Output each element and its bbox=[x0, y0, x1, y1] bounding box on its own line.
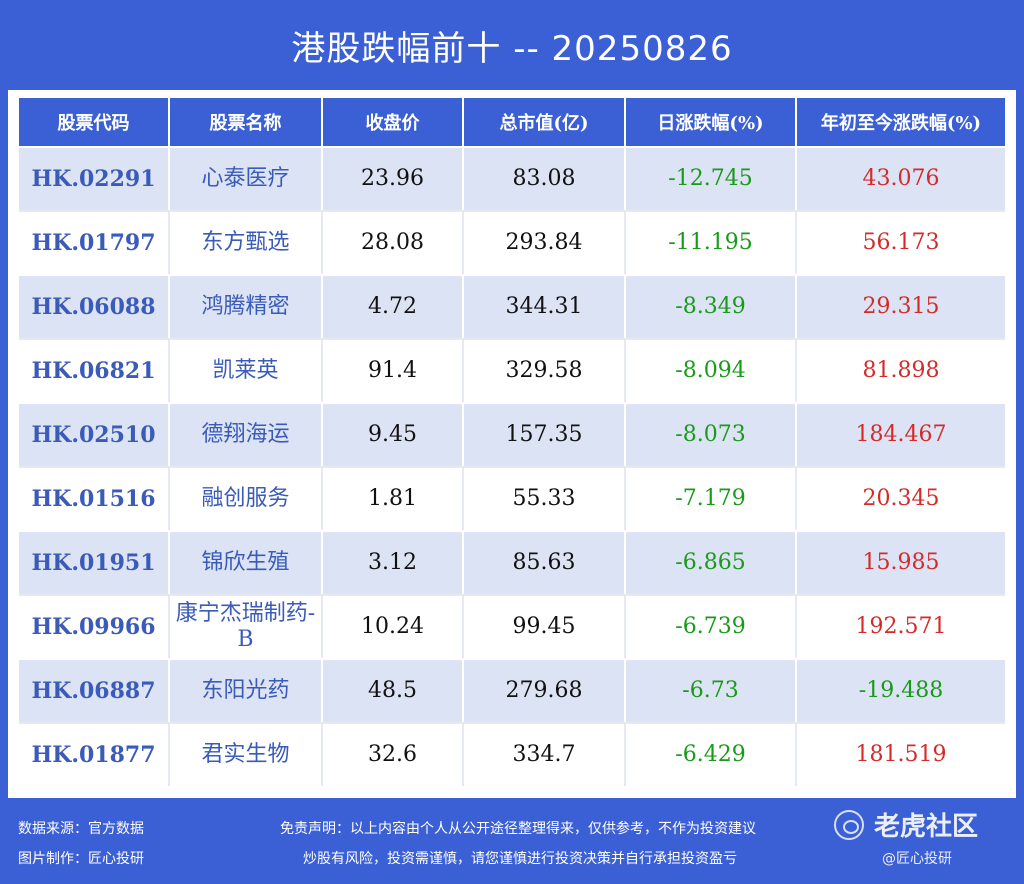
cell-day-change: -6.865 bbox=[626, 530, 797, 594]
footer-risk-warning: 炒股有风险，投资需谨慎，请您谨慎进行投资决策并自行承担投资盈亏 bbox=[303, 851, 737, 867]
cell-name: 融创服务 bbox=[170, 466, 323, 530]
watermark-sub: @匠心投研 bbox=[882, 851, 952, 867]
table-row: HK.02291 心泰医疗 23.96 83.08 -12.745 43.076 bbox=[19, 146, 1005, 210]
cell-day-change: -6.73 bbox=[626, 658, 797, 722]
header-ytd-change: 年初至今涨跌幅(%) bbox=[797, 98, 1005, 146]
cell-code: HK.01797 bbox=[19, 210, 170, 274]
cell-close: 32.6 bbox=[323, 722, 464, 786]
table-panel: 股票代码 股票名称 收盘价 总市值(亿) 日涨跌幅(%) 年初至今涨跌幅(%) … bbox=[8, 90, 1016, 798]
cell-name: 鸿腾精密 bbox=[170, 274, 323, 338]
footer: 数据来源：官方数据 图片制作：匠心投研 免责声明：以上内容由个人从公开途径整理得… bbox=[0, 806, 1024, 884]
cell-ytd-change: 181.519 bbox=[797, 722, 1005, 786]
cell-code: HK.06821 bbox=[19, 338, 170, 402]
table-row: HK.02510 德翔海运 9.45 157.35 -8.073 184.467 bbox=[19, 402, 1005, 466]
cell-close: 23.96 bbox=[323, 146, 464, 210]
cell-name: 东阳光药 bbox=[170, 658, 323, 722]
cell-ytd-change: 43.076 bbox=[797, 146, 1005, 210]
cell-day-change: -6.739 bbox=[626, 594, 797, 658]
cell-market-cap: 85.63 bbox=[464, 530, 626, 594]
cell-name: 君实生物 bbox=[170, 722, 323, 786]
table-row: HK.01951 锦欣生殖 3.12 85.63 -6.865 15.985 bbox=[19, 530, 1005, 594]
stock-table: 股票代码 股票名称 收盘价 总市值(亿) 日涨跌幅(%) 年初至今涨跌幅(%) … bbox=[19, 98, 1005, 786]
cell-code: HK.01516 bbox=[19, 466, 170, 530]
cell-day-change: -12.745 bbox=[626, 146, 797, 210]
cell-close: 48.5 bbox=[323, 658, 464, 722]
cell-close: 10.24 bbox=[323, 594, 464, 658]
cell-name: 心泰医疗 bbox=[170, 146, 323, 210]
cell-ytd-change: 20.345 bbox=[797, 466, 1005, 530]
cell-market-cap: 334.7 bbox=[464, 722, 626, 786]
cell-market-cap: 157.35 bbox=[464, 402, 626, 466]
cell-code: HK.02510 bbox=[19, 402, 170, 466]
cell-code: HK.06088 bbox=[19, 274, 170, 338]
cell-day-change: -8.073 bbox=[626, 402, 797, 466]
watermark-brand: 老虎社区 bbox=[874, 812, 979, 842]
cell-code: HK.01877 bbox=[19, 722, 170, 786]
cell-ytd-change: 81.898 bbox=[797, 338, 1005, 402]
cell-ytd-change: -19.488 bbox=[797, 658, 1005, 722]
cell-market-cap: 83.08 bbox=[464, 146, 626, 210]
table-row: HK.06088 鸿腾精密 4.72 344.31 -8.349 29.315 bbox=[19, 274, 1005, 338]
cell-market-cap: 55.33 bbox=[464, 466, 626, 530]
table-row: HK.06887 东阳光药 48.5 279.68 -6.73 -19.488 bbox=[19, 658, 1005, 722]
footer-disclaimer: 免责声明：以上内容由个人从公开途径整理得来，仅供参考，不作为投资建议 bbox=[280, 821, 756, 837]
footer-maker: 图片制作：匠心投研 bbox=[18, 851, 144, 867]
cell-market-cap: 293.84 bbox=[464, 210, 626, 274]
cell-close: 3.12 bbox=[323, 530, 464, 594]
cell-market-cap: 279.68 bbox=[464, 658, 626, 722]
tiger-logo-icon bbox=[834, 810, 864, 840]
cell-name: 凯莱英 bbox=[170, 338, 323, 402]
cell-day-change: -11.195 bbox=[626, 210, 797, 274]
table-row: HK.06821 凯莱英 91.4 329.58 -8.094 81.898 bbox=[19, 338, 1005, 402]
cell-ytd-change: 184.467 bbox=[797, 402, 1005, 466]
cell-code: HK.06887 bbox=[19, 658, 170, 722]
cell-code: HK.09966 bbox=[19, 594, 170, 658]
header-code: 股票代码 bbox=[19, 98, 170, 146]
cell-ytd-change: 56.173 bbox=[797, 210, 1005, 274]
cell-close: 1.81 bbox=[323, 466, 464, 530]
cell-name: 东方甄选 bbox=[170, 210, 323, 274]
table-header-row: 股票代码 股票名称 收盘价 总市值(亿) 日涨跌幅(%) 年初至今涨跌幅(%) bbox=[19, 98, 1005, 146]
table-row: HK.01877 君实生物 32.6 334.7 -6.429 181.519 bbox=[19, 722, 1005, 786]
cell-market-cap: 344.31 bbox=[464, 274, 626, 338]
cell-market-cap: 99.45 bbox=[464, 594, 626, 658]
cell-day-change: -8.094 bbox=[626, 338, 797, 402]
header-close: 收盘价 bbox=[323, 98, 464, 146]
watermark: 老虎社区 @匠心投研 bbox=[834, 806, 1004, 884]
table-row: HK.01516 融创服务 1.81 55.33 -7.179 20.345 bbox=[19, 466, 1005, 530]
cell-day-change: -6.429 bbox=[626, 722, 797, 786]
cell-code: HK.01951 bbox=[19, 530, 170, 594]
table-row: HK.09966 康宁杰瑞制药-B 10.24 99.45 -6.739 192.571 bbox=[19, 594, 1005, 658]
cell-close: 91.4 bbox=[323, 338, 464, 402]
header-name: 股票名称 bbox=[170, 98, 323, 146]
page-title: 港股跌幅前十 -- 20250826 bbox=[291, 28, 733, 69]
cell-day-change: -7.179 bbox=[626, 466, 797, 530]
cell-ytd-change: 15.985 bbox=[797, 530, 1005, 594]
footer-source: 数据来源：官方数据 bbox=[18, 821, 144, 837]
cell-close: 4.72 bbox=[323, 274, 464, 338]
cell-close: 28.08 bbox=[323, 210, 464, 274]
cell-name: 康宁杰瑞制药-B bbox=[170, 594, 323, 658]
cell-code: HK.02291 bbox=[19, 146, 170, 210]
cell-market-cap: 329.58 bbox=[464, 338, 626, 402]
header-market-cap: 总市值(亿) bbox=[464, 98, 626, 146]
table-row: HK.01797 东方甄选 28.08 293.84 -11.195 56.173 bbox=[19, 210, 1005, 274]
cell-name: 锦欣生殖 bbox=[170, 530, 323, 594]
cell-name: 德翔海运 bbox=[170, 402, 323, 466]
cell-ytd-change: 29.315 bbox=[797, 274, 1005, 338]
cell-ytd-change: 192.571 bbox=[797, 594, 1005, 658]
header-day-change: 日涨跌幅(%) bbox=[626, 98, 797, 146]
cell-close: 9.45 bbox=[323, 402, 464, 466]
cell-day-change: -8.349 bbox=[626, 274, 797, 338]
